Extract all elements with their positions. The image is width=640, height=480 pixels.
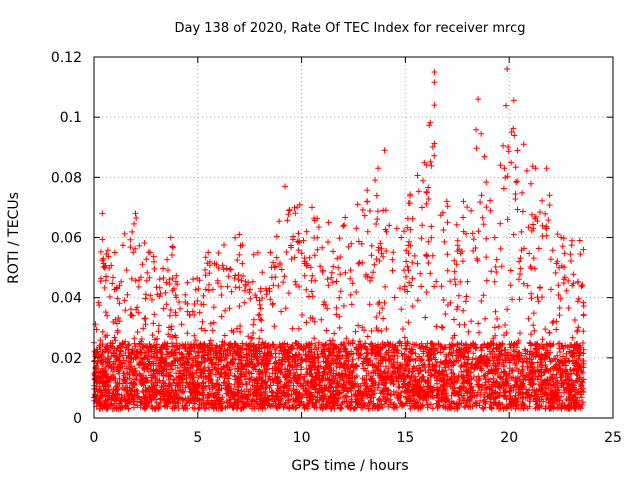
chart-title: Day 138 of 2020, Rate Of TEC Index for r… [174, 21, 525, 36]
x-tick-label: 20 [500, 430, 518, 446]
y-tick-label: 0.04 [51, 291, 82, 307]
y-axis-label: ROTI / TECUs [6, 192, 22, 284]
y-tick-labels: 0 0.02 0.04 0.06 0.08 0.1 0.12 [51, 50, 82, 427]
x-tick-label: 10 [293, 430, 311, 446]
x-axis-label: GPS time / hours [291, 458, 408, 474]
y-tick-label: 0.1 [60, 110, 82, 126]
y-tick-label: 0 [73, 411, 82, 427]
y-tick-label: 0.08 [51, 170, 82, 186]
x-tick-label: 25 [604, 430, 622, 446]
axis-ticks [93, 56, 614, 419]
y-tick-label: 0.12 [51, 50, 82, 66]
x-tick-label: 5 [193, 430, 202, 446]
y-tick-label: 0.06 [51, 231, 82, 247]
x-tick-labels: 0 5 10 15 20 25 [90, 430, 622, 446]
y-tick-label: 0.02 [51, 351, 82, 367]
x-tick-label: 0 [90, 430, 99, 446]
roti-points [91, 66, 587, 412]
data-points [91, 66, 587, 412]
x-tick-label: 15 [396, 430, 414, 446]
